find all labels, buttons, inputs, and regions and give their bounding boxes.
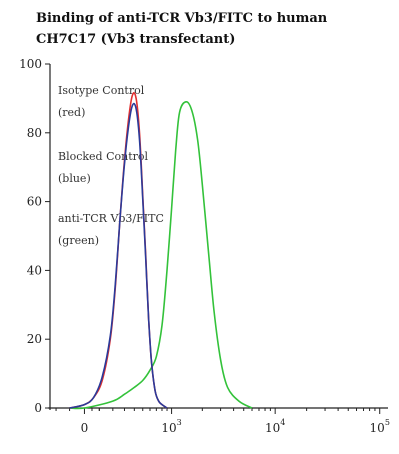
y-tick-label: 100 xyxy=(19,57,42,71)
y-tick-label: 20 xyxy=(27,332,42,346)
legend-annotation-line: (green) xyxy=(58,234,99,247)
legend-annotation-line: Blocked Control xyxy=(58,150,149,163)
plot-area: 0 20 40 60 80 100 0 103 104 105 Isotype Control (re… xyxy=(19,57,390,435)
legend-annotation-line: (blue) xyxy=(58,172,91,185)
y-tick-label: 60 xyxy=(27,195,42,209)
series-line xyxy=(69,101,253,410)
x-tick-label: 0 xyxy=(81,421,89,435)
legend-annotation-line: Isotype Control xyxy=(58,84,145,97)
x-tick-label: 104 xyxy=(265,418,285,435)
x-tick-label: 103 xyxy=(161,418,181,435)
y-tick-label: 0 xyxy=(34,401,42,415)
legend-annotation-line: (red) xyxy=(58,106,85,119)
y-tick-label: 80 xyxy=(27,126,42,140)
chart-title-line-2: CH7C17 (Vb3 transfectant) xyxy=(36,32,235,47)
legend-annotation-line: anti-TCR Vb3/FITC xyxy=(58,212,164,225)
y-tick-label: 40 xyxy=(27,263,42,277)
x-tick-label: 105 xyxy=(370,418,390,435)
chart-title-line-1: Binding of anti-TCR Vb3/FITC to human xyxy=(36,11,328,26)
series-line xyxy=(69,102,168,409)
